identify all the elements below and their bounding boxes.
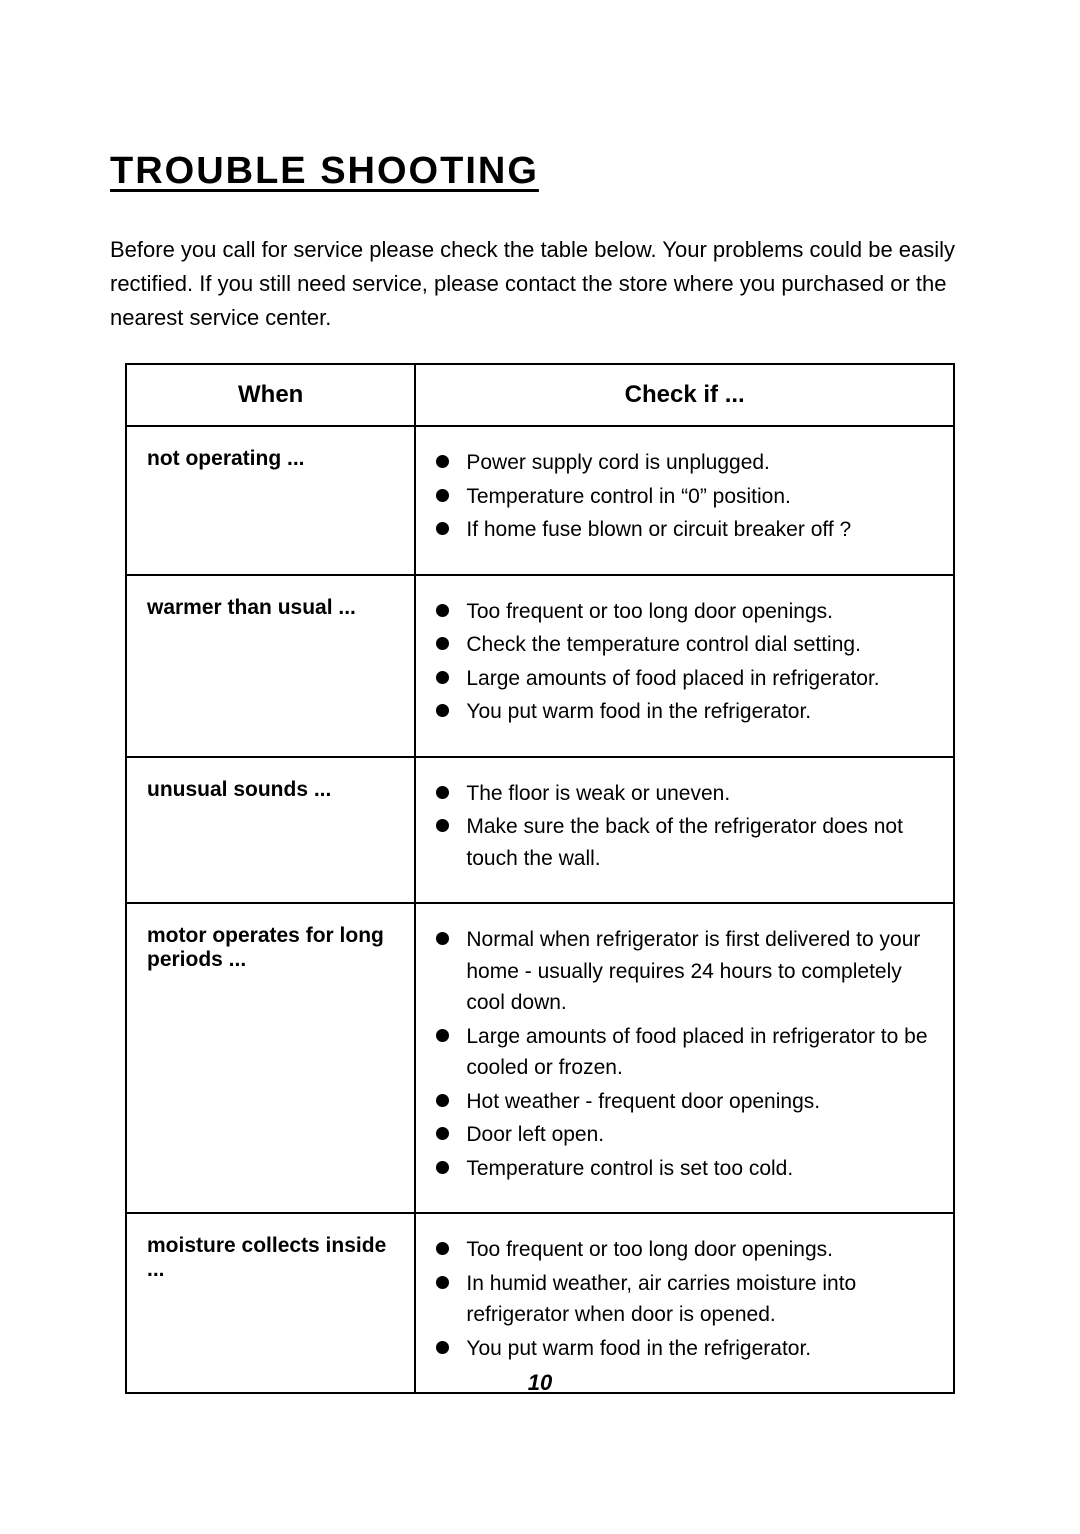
table-row: moisture collects inside ...Too frequent…: [126, 1213, 954, 1393]
when-cell: motor operates for long periods ...: [126, 903, 415, 1213]
when-cell: moisture collects inside ...: [126, 1213, 415, 1393]
table-row: motor operates for long periods ...Norma…: [126, 903, 954, 1213]
header-when: When: [126, 364, 415, 426]
check-cell: Power supply cord is unplugged.Temperatu…: [415, 426, 954, 575]
check-item: Large amounts of food placed in refriger…: [436, 1021, 933, 1084]
check-list: The floor is weak or uneven.Make sure th…: [436, 778, 933, 875]
when-cell: not operating ...: [126, 426, 415, 575]
check-item: The floor is weak or uneven.: [436, 778, 933, 810]
check-cell: Too frequent or too long door openings.C…: [415, 575, 954, 757]
table-body: not operating ...Power supply cord is un…: [126, 426, 954, 1393]
check-list: Too frequent or too long door openings.C…: [436, 596, 933, 728]
header-check: Check if ...: [415, 364, 954, 426]
when-cell: warmer than usual ...: [126, 575, 415, 757]
check-item: Power supply cord is unplugged.: [436, 447, 933, 479]
table-row: warmer than usual ...Too frequent or too…: [126, 575, 954, 757]
check-item: You put warm food in the refrigerator.: [436, 1333, 933, 1365]
check-cell: Too frequent or too long door openings.I…: [415, 1213, 954, 1393]
page-number: 10: [0, 1370, 1080, 1396]
table-header-row: When Check if ...: [126, 364, 954, 426]
troubleshoot-table: When Check if ... not operating ...Power…: [125, 363, 955, 1394]
check-item: Too frequent or too long door openings.: [436, 596, 933, 628]
check-cell: The floor is weak or uneven.Make sure th…: [415, 757, 954, 904]
table-row: unusual sounds ...The floor is weak or u…: [126, 757, 954, 904]
when-cell: unusual sounds ...: [126, 757, 415, 904]
check-item: Check the temperature control dial setti…: [436, 629, 933, 661]
check-item: Door left open.: [436, 1119, 933, 1151]
check-item: Make sure the back of the refrigerator d…: [436, 811, 933, 874]
check-item: Large amounts of food placed in refriger…: [436, 663, 933, 695]
check-item: Hot weather - frequent door openings.: [436, 1086, 933, 1118]
intro-paragraph: Before you call for service please check…: [110, 233, 970, 335]
check-list: Power supply cord is unplugged.Temperatu…: [436, 447, 933, 546]
check-item: You put warm food in the refrigerator.: [436, 696, 933, 728]
document-page: TROUBLE SHOOTING Before you call for ser…: [0, 0, 1080, 1394]
check-item: If home fuse blown or circuit breaker of…: [436, 514, 933, 546]
check-item: Too frequent or too long door openings.: [436, 1234, 933, 1266]
check-item: Temperature control in “0” position.: [436, 481, 933, 513]
check-item: Temperature control is set too cold.: [436, 1153, 933, 1185]
table-row: not operating ...Power supply cord is un…: [126, 426, 954, 575]
check-item: In humid weather, air carries moisture i…: [436, 1268, 933, 1331]
check-list: Too frequent or too long door openings.I…: [436, 1234, 933, 1364]
check-cell: Normal when refrigerator is first delive…: [415, 903, 954, 1213]
page-title: TROUBLE SHOOTING: [110, 150, 970, 193]
check-item: Normal when refrigerator is first delive…: [436, 924, 933, 1019]
check-list: Normal when refrigerator is first delive…: [436, 924, 933, 1184]
